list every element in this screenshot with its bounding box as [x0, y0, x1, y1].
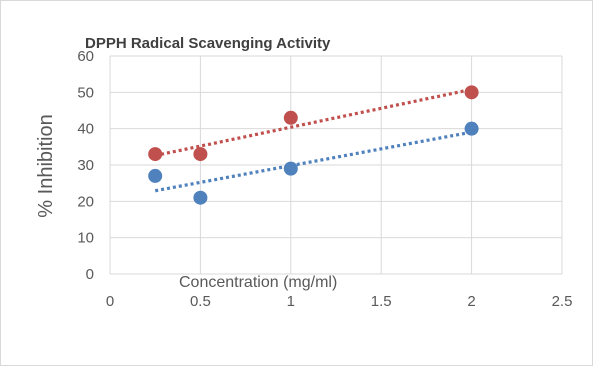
- y-tick-label: 30: [77, 157, 94, 174]
- y-tick-label: 10: [77, 230, 94, 247]
- gridlines: [109, 55, 563, 275]
- y-axis-ticks: 0 10 20 30 40 50 60: [77, 48, 94, 283]
- y-tick-label: 60: [77, 48, 94, 65]
- trendline-series-2: [154, 130, 472, 193]
- data-point-series-2: [193, 190, 208, 205]
- chart-marks: [148, 85, 479, 205]
- data-point-series-1: [148, 147, 163, 162]
- trendline-series-1: [154, 87, 472, 158]
- data-point-series-1: [283, 110, 298, 125]
- y-tick-label: 20: [77, 193, 94, 210]
- data-point-series-2: [148, 168, 163, 183]
- x-axis-title: Concentration (mg/ml): [179, 274, 337, 291]
- y-tick-label: 50: [77, 84, 94, 101]
- data-point-series-2: [464, 121, 479, 136]
- chart-title: DPPH Radical Scavenging Activity: [85, 35, 331, 52]
- x-tick-label: 1.5: [371, 293, 392, 310]
- data-point-series-2: [283, 161, 298, 176]
- y-tick-label: 40: [77, 121, 94, 138]
- x-tick-label: 0.5: [190, 293, 211, 310]
- data-point-series-1: [193, 147, 208, 162]
- y-axis-title: % Inhibition: [35, 114, 57, 217]
- y-tick-label: 0: [86, 266, 94, 283]
- x-tick-label: 1: [287, 293, 295, 310]
- x-axis-ticks: 0 0.5 1 1.5 2 2.5: [106, 293, 573, 310]
- data-point-series-1: [464, 85, 479, 100]
- x-tick-label: 2: [467, 293, 475, 310]
- x-tick-label: 2.5: [552, 293, 573, 310]
- x-tick-label: 0: [106, 293, 114, 310]
